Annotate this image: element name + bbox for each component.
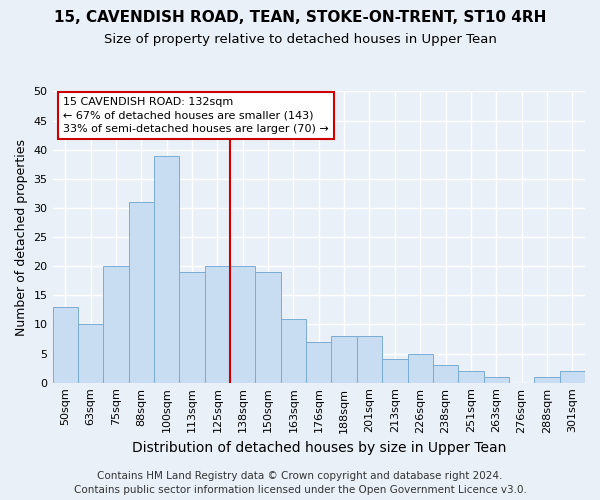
Text: Size of property relative to detached houses in Upper Tean: Size of property relative to detached ho… xyxy=(104,32,496,46)
Bar xyxy=(128,202,154,382)
Bar xyxy=(560,371,585,382)
Bar xyxy=(78,324,103,382)
Bar xyxy=(230,266,256,382)
Bar xyxy=(179,272,205,382)
Bar xyxy=(484,377,509,382)
Bar xyxy=(281,318,306,382)
Bar xyxy=(534,377,560,382)
Bar xyxy=(433,365,458,382)
Bar xyxy=(154,156,179,382)
Bar xyxy=(256,272,281,382)
Text: Contains HM Land Registry data © Crown copyright and database right 2024.
Contai: Contains HM Land Registry data © Crown c… xyxy=(74,471,526,495)
X-axis label: Distribution of detached houses by size in Upper Tean: Distribution of detached houses by size … xyxy=(131,441,506,455)
Bar xyxy=(306,342,331,382)
Bar xyxy=(382,360,407,382)
Bar xyxy=(407,354,433,382)
Y-axis label: Number of detached properties: Number of detached properties xyxy=(15,138,28,336)
Bar xyxy=(53,307,78,382)
Bar xyxy=(331,336,357,382)
Text: 15 CAVENDISH ROAD: 132sqm
← 67% of detached houses are smaller (143)
33% of semi: 15 CAVENDISH ROAD: 132sqm ← 67% of detac… xyxy=(63,98,329,134)
Bar xyxy=(103,266,128,382)
Bar xyxy=(458,371,484,382)
Text: 15, CAVENDISH ROAD, TEAN, STOKE-ON-TRENT, ST10 4RH: 15, CAVENDISH ROAD, TEAN, STOKE-ON-TRENT… xyxy=(54,10,546,25)
Bar xyxy=(205,266,230,382)
Bar xyxy=(357,336,382,382)
